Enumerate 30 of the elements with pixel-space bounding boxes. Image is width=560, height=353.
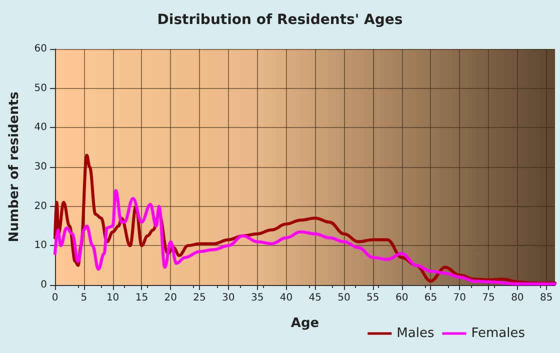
x-tick-label: 45: [308, 292, 322, 304]
y-tick-label: 10: [34, 240, 47, 252]
x-tick-label: 70: [453, 292, 466, 304]
x-tick-label: 35: [250, 292, 264, 304]
legend-label: Females: [471, 326, 526, 341]
x-tick-label: 10: [106, 292, 120, 304]
y-tick-label: 0: [40, 280, 47, 290]
x-axis-title: Age: [290, 316, 320, 331]
x-tick-label: 20: [164, 292, 177, 304]
x-tick-label: 60: [395, 292, 408, 304]
x-tick-label: 65: [424, 292, 438, 304]
y-tick-label: 40: [34, 122, 47, 134]
chart-title: Distribution of Residents' Ages: [157, 12, 403, 28]
x-tick-label: 30: [222, 292, 235, 304]
x-tick-label: 55: [366, 292, 380, 304]
x-tick-label: 75: [482, 292, 495, 304]
y-tick-label: 30: [34, 162, 47, 172]
x-tick-label: 5: [80, 292, 88, 304]
y-tick-label: 50: [34, 82, 47, 94]
x-tick-label: 25: [193, 292, 206, 304]
legend-label: Males: [396, 326, 434, 341]
x-tick-label: 85: [540, 292, 553, 304]
x-tick-label: 50: [338, 292, 350, 304]
y-tick-label: 20: [34, 200, 47, 212]
x-tick-label: 0: [52, 292, 58, 304]
x-tick-label: 80: [511, 292, 524, 304]
x-tick-label: 40: [280, 292, 293, 304]
x-tick-label: 15: [135, 292, 148, 304]
y-axis-title: Number of residents: [7, 91, 22, 242]
y-tick-label: 60: [34, 44, 47, 54]
